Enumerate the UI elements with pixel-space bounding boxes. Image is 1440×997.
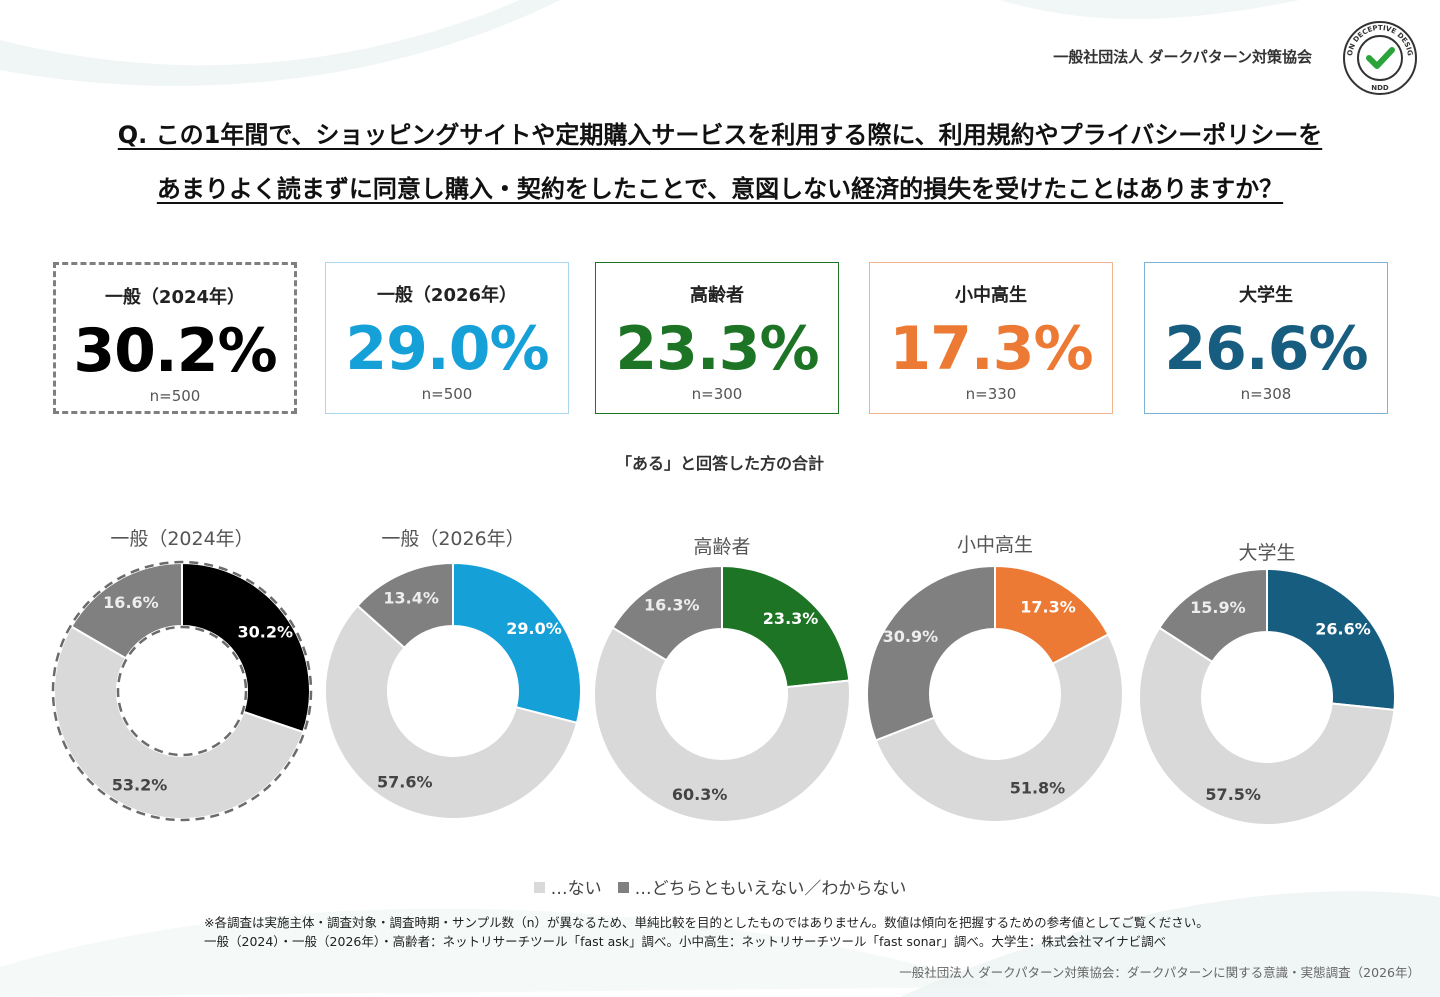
card-title: 高齢者: [690, 285, 744, 306]
donut-slice: [356, 561, 454, 650]
donut-slice: [181, 561, 311, 734]
donut-slice: [874, 633, 1124, 823]
donut-data-label: 51.8%: [1010, 778, 1066, 797]
logo-text-bottom: NDD: [1371, 84, 1389, 92]
source-citation: 一般社団法人 ダークパターン対策協会：ダークパターンに関する意識・実態調査（20…: [899, 965, 1420, 980]
summary-card: 高齢者 23.3% n=300: [595, 262, 839, 414]
donut-data-label: 16.6%: [103, 593, 159, 612]
donut-title: 小中高生: [956, 534, 1033, 556]
question-line-2: あまりよく読まずに同意し購入・契約をしたことで、意図しない経済的損失を受けたこと…: [156, 175, 1284, 203]
summary-card: 小中高生 17.3% n=330: [869, 262, 1113, 414]
footnote-line-1: ※各調査は実施主体・調査対象・調査時期・サンプル数（n）が異なるため、単純比較を…: [204, 915, 1209, 930]
card-title: 一般（2024年）: [104, 287, 246, 308]
donut-slice: [593, 626, 851, 823]
donut-data-label: 17.3%: [1020, 597, 1076, 616]
donut-slice: [1266, 567, 1396, 711]
card-title: 大学生: [1239, 285, 1293, 306]
donut-data-label: 13.4%: [383, 588, 439, 607]
card-n: n=500: [421, 385, 473, 403]
summary-card: 一般（2026年） 29.0% n=500: [325, 262, 569, 414]
card-n: n=330: [965, 385, 1017, 403]
card-value: 17.3%: [889, 314, 1093, 384]
legend-swatch: [533, 882, 545, 893]
donut-slice: [1137, 626, 1396, 826]
donut-slice: [866, 564, 996, 742]
check-icon: [1366, 47, 1395, 69]
donut-slice: [324, 604, 579, 820]
donut-data-label: 60.3%: [672, 785, 728, 804]
donut-data-label: 30.9%: [883, 627, 939, 646]
card-title: 一般（2026年）: [376, 285, 518, 306]
donut-dashed-outline: [116, 625, 248, 757]
donut-title: 一般（2024年）: [110, 528, 254, 550]
donut-data-label: 57.6%: [377, 772, 433, 791]
summary-card: 一般（2024年） 30.2% n=500: [53, 262, 297, 414]
chart-legend: …ない …どちらともいえない／わからない: [0, 874, 1440, 899]
donut-slice: [1157, 567, 1268, 664]
donut-data-label: 16.3%: [644, 596, 700, 615]
donut-title: 一般（2026年）: [381, 528, 525, 550]
donut-data-label: 26.6%: [1315, 619, 1371, 638]
card-value: 23.3%: [615, 314, 819, 384]
card-n: n=300: [691, 385, 743, 403]
donut-data-label: 53.2%: [112, 775, 168, 794]
donut-data-label: 29.0%: [506, 619, 562, 638]
card-value: 30.2%: [73, 316, 277, 386]
card-n: n=308: [1240, 385, 1292, 403]
donut-title: 大学生: [1238, 542, 1296, 564]
summary-subtitle: 「ある」と回答した方の合計: [615, 454, 824, 473]
donut-data-label: 57.5%: [1205, 785, 1261, 804]
card-n: n=500: [149, 387, 201, 405]
donut-dashed-outline: [51, 560, 313, 822]
question-title: Q. この1年間で、ショッピングサイトや定期購入サービスを利用する際に、利用規約…: [0, 108, 1440, 216]
summary-card: 大学生 26.6% n=308: [1144, 262, 1388, 414]
legend-item: …ない: [533, 874, 602, 899]
donut-title: 高齢者: [693, 536, 751, 558]
card-value: 29.0%: [345, 314, 549, 384]
legend-swatch: [617, 882, 629, 893]
card-title: 小中高生: [955, 285, 1027, 306]
donut-data-label: 30.2%: [238, 622, 294, 641]
footnote-line-2: 一般（2024）・一般（2026年）・高齢者：ネットリサーチツール「fast a…: [204, 934, 1167, 949]
donut-slice: [452, 561, 582, 725]
donut-data-label: 23.3%: [763, 609, 819, 628]
legend-item: …どちらともいえない／わからない: [617, 874, 907, 899]
footnotes: ※各調査は実施主体・調査対象・調査時期・サンプル数（n）が異なるため、単純比較を…: [204, 913, 1209, 951]
question-line-1: Q. この1年間で、ショッピングサイトや定期購入サービスを利用する際に、利用規約…: [117, 121, 1323, 149]
donut-slice: [721, 564, 851, 689]
donut-slice: [611, 564, 723, 662]
org-name-header: 一般社団法人 ダークパターン対策協会: [1053, 48, 1312, 66]
card-value: 26.6%: [1164, 314, 1368, 384]
legend-label: …ない: [550, 879, 602, 899]
legend-label: …どちらともいえない／わからない: [634, 879, 907, 899]
donut-data-label: 15.9%: [1190, 598, 1246, 617]
